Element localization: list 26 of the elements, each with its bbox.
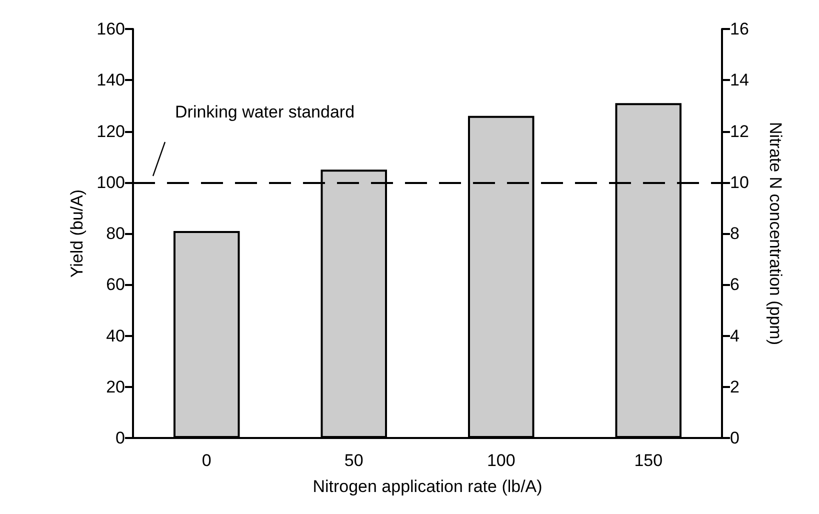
y-tick-label: 100 — [96, 172, 125, 192]
x-tick-label: 50 — [344, 451, 364, 470]
y2-tick-label: 8 — [730, 224, 740, 243]
y2-tick-label: 6 — [730, 275, 740, 294]
y2-tick-label: 4 — [730, 326, 740, 346]
y-tick-label: 60 — [106, 275, 125, 294]
x-axis-title: Nitrogen application rate (lb/A) — [312, 477, 542, 496]
y-tick-label: 20 — [106, 377, 125, 396]
y2-tick-label: 14 — [730, 70, 749, 90]
y-tick-label: 140 — [96, 70, 125, 90]
y2-tick-label: 16 — [730, 20, 749, 38]
y2-axis-title: Nitrate N concentration (ppm) — [766, 122, 785, 345]
y-tick-label: 80 — [106, 224, 125, 243]
y2-tick-label: 2 — [730, 377, 740, 396]
y-tick-label: 120 — [96, 122, 125, 141]
y2-tick-label: 0 — [730, 428, 740, 448]
y-axis-title: Yield (bu/A) — [68, 189, 87, 278]
y2-tick-label: 12 — [730, 122, 749, 141]
ref-line-label: Drinking water standard — [175, 102, 355, 122]
x-tick-label: 0 — [202, 451, 212, 470]
y-tick-label: 40 — [106, 326, 125, 346]
y-tick-label: 0 — [116, 428, 125, 448]
y-tick-label: 160 — [96, 20, 125, 38]
x-tick-label: 100 — [486, 451, 516, 470]
x-tick-label: 150 — [634, 451, 663, 470]
y2-tick-label: 10 — [730, 172, 749, 192]
